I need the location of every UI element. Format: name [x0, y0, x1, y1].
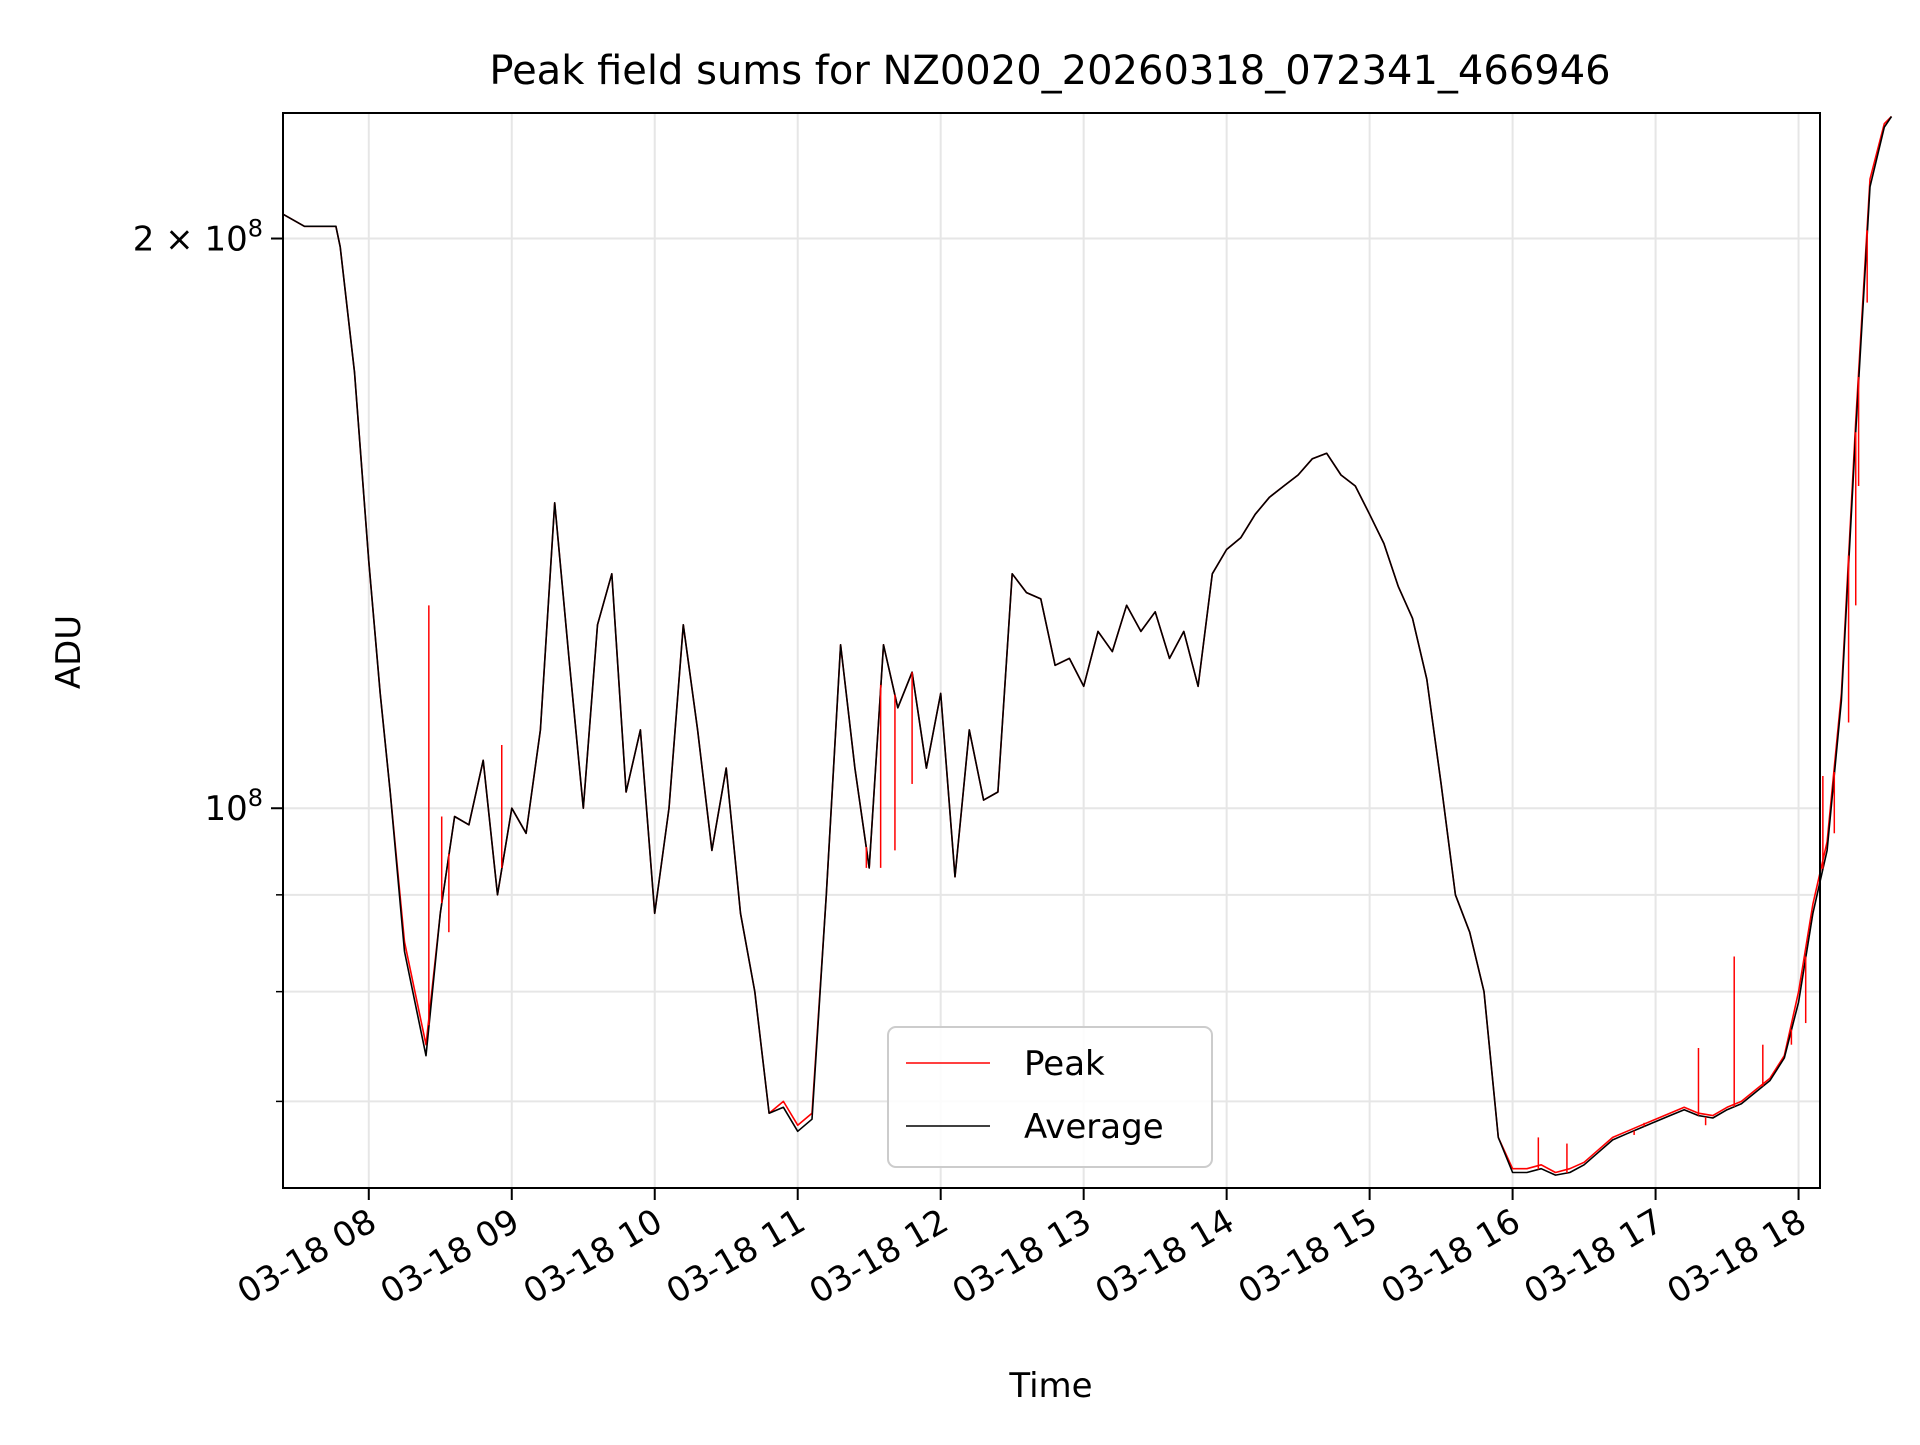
legend: Peak Average: [887, 1026, 1213, 1168]
plot-frame: [282, 112, 1821, 1189]
legend-box: [887, 1026, 1213, 1168]
y-tick-label: 108: [204, 784, 263, 829]
y-axis-label: ADU: [49, 615, 89, 689]
legend-label-average: Average: [1024, 1107, 1164, 1147]
series-line-average: [282, 116, 1893, 1176]
chart-title: Peak field sums for NZ0020_20260318_0723…: [489, 48, 1610, 94]
series-lines: [282, 115, 1893, 1176]
y-tick-exponent: 8: [248, 784, 263, 812]
x-axis-label: Time: [1008, 1366, 1092, 1406]
legend-label-peak: Peak: [1024, 1044, 1105, 1084]
y-tick-exponent: 8: [248, 215, 263, 243]
y-tick-label: 2 × 108: [133, 215, 263, 260]
